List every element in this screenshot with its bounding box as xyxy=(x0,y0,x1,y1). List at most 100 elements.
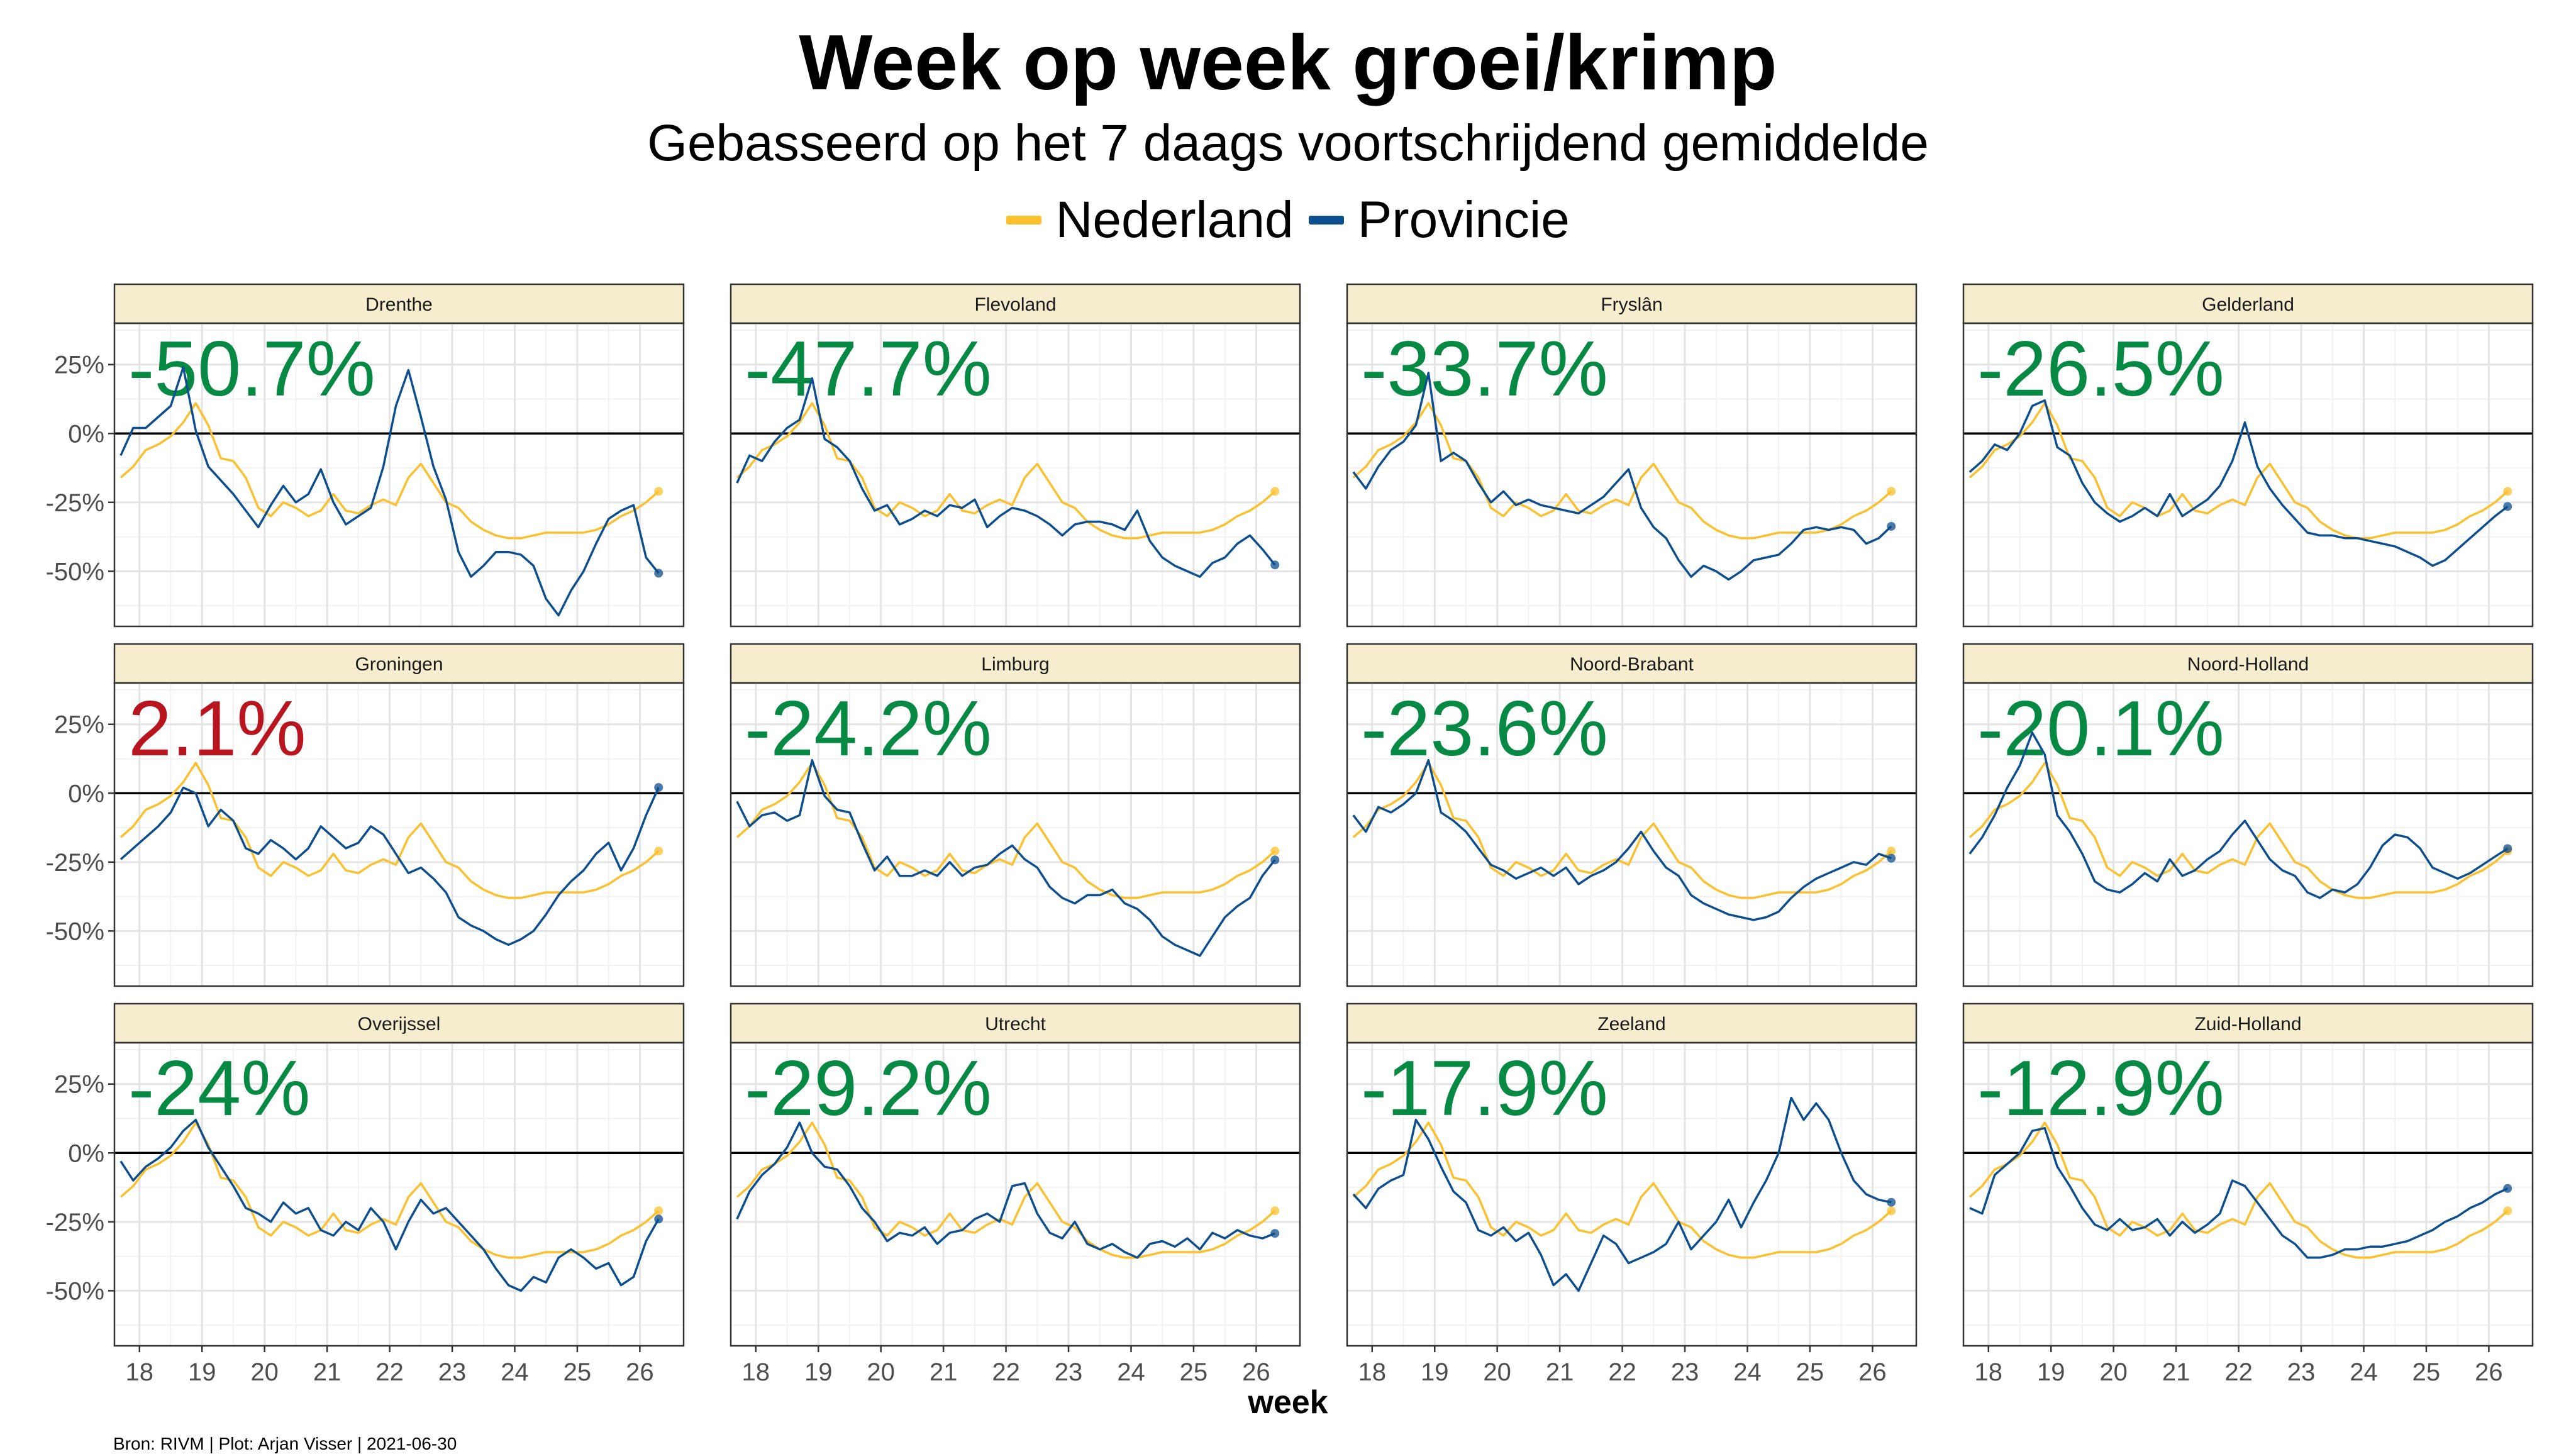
y-tick-label: 0% xyxy=(68,420,104,448)
x-tick-label: 18 xyxy=(742,1358,770,1386)
panel-strip-title: Noord-Holland xyxy=(2187,654,2309,675)
legend-label-provincie: Provincie xyxy=(1357,191,1570,248)
panel-strip-title: Drenthe xyxy=(365,294,433,315)
legend-swatch-provincie xyxy=(1308,216,1344,225)
series-endpoint-nederland xyxy=(2503,487,2512,496)
panel-strip xyxy=(1962,283,2534,325)
series-line-nederland xyxy=(1352,762,1892,899)
x-tick-label: 19 xyxy=(2037,1358,2065,1386)
panel-strip xyxy=(1346,283,1918,325)
series-line-provincie xyxy=(1352,1096,1892,1292)
series-endpoint-provincie xyxy=(1270,855,1280,865)
x-tick-label: 24 xyxy=(2350,1358,2378,1386)
x-tick-label: 26 xyxy=(1858,1358,1887,1386)
change-label: -24% xyxy=(128,1045,310,1132)
x-tick-label: 22 xyxy=(1608,1358,1636,1386)
y-tick-label: 0% xyxy=(68,1140,104,1167)
panel-strip xyxy=(730,1002,1301,1044)
panel-strip xyxy=(1346,643,1918,684)
series-line-nederland xyxy=(1968,762,2509,899)
legend-label-nederland: Nederland xyxy=(1055,191,1294,248)
x-tick-label: 23 xyxy=(438,1358,467,1386)
series-line-provincie xyxy=(1352,758,1892,921)
x-axis-title: week xyxy=(1248,1384,1328,1421)
panel-border xyxy=(1346,682,1918,987)
series-endpoint-provincie xyxy=(1887,853,1896,863)
change-label: -47.7% xyxy=(745,326,992,413)
panel-noord-holland: Noord-Holland -20.1% xyxy=(1962,643,2534,987)
panel-strip-title: Zuid-Holland xyxy=(2194,1014,2301,1035)
x-tick-label: 18 xyxy=(1975,1358,2003,1386)
x-tick-label: 25 xyxy=(1180,1358,1208,1386)
panel-zuid-holland: Zuid-Holland -12.9% 18 19 20 21 22 23 24 25 26 xyxy=(1962,1002,2534,1386)
panel-strip-title: Fryslân xyxy=(1601,294,1662,315)
series-line-provincie xyxy=(736,1121,1275,1259)
y-tick-label: -50% xyxy=(46,558,104,585)
series-line-nederland xyxy=(1968,1121,2509,1259)
series-line-nederland xyxy=(119,402,660,540)
series-line-nederland xyxy=(736,402,1276,540)
series-line-nederland xyxy=(736,762,1276,899)
series-endpoint-provincie xyxy=(654,569,663,578)
change-label: -29.2% xyxy=(745,1045,992,1132)
panel-border xyxy=(1346,1041,1918,1347)
panel-strip-title: Groningen xyxy=(355,654,443,675)
y-tick-label: -25% xyxy=(46,849,104,877)
x-tick-label: 25 xyxy=(564,1358,592,1386)
series-line-nederland xyxy=(736,1121,1276,1259)
x-tick-label: 24 xyxy=(1733,1358,1762,1386)
panel-border xyxy=(730,322,1301,628)
change-label: -50.7% xyxy=(128,326,375,413)
x-tick-label: 19 xyxy=(804,1358,833,1386)
series-endpoint-provincie xyxy=(654,1214,663,1224)
y-tick-label: -25% xyxy=(46,489,104,517)
x-tick-label: 22 xyxy=(992,1358,1020,1386)
panel-strip xyxy=(1962,643,2534,684)
series-endpoint-provincie xyxy=(1887,1197,1896,1207)
panel-strip xyxy=(1346,1002,1918,1044)
series-endpoint-provincie xyxy=(2503,844,2512,853)
panel-overijssel: Overijssel -24% 25% 0% -25% -50% 18 19 20 21 22 23 2… xyxy=(46,1002,685,1386)
x-tick-label: 18 xyxy=(1358,1358,1387,1386)
change-label: -12.9% xyxy=(1977,1045,2224,1132)
series-line-provincie xyxy=(736,377,1276,578)
panel-border xyxy=(1962,1041,2534,1347)
panel-strip xyxy=(113,1002,685,1044)
panel-strip-title: Utrecht xyxy=(985,1014,1046,1035)
change-label: -20.1% xyxy=(1977,685,2224,772)
change-label: -26.5% xyxy=(1977,326,2224,413)
y-tick-label: -50% xyxy=(46,1277,104,1305)
panel-border xyxy=(113,682,685,987)
y-tick-label: 25% xyxy=(54,1071,104,1099)
series-endpoint-nederland xyxy=(654,487,663,496)
series-line-provincie xyxy=(736,758,1276,957)
legend-item-nederland: Nederland xyxy=(1006,189,1294,252)
x-tick-label: 23 xyxy=(1055,1358,1083,1386)
x-tick-label: 21 xyxy=(930,1358,958,1386)
panel-zeeland: Zeeland -17.9% 18 19 20 21 22 23 24 25 26 xyxy=(1346,1002,1918,1386)
panel-utrecht: Utrecht -29.2% 18 19 20 21 22 23 24 25 26 xyxy=(730,1002,1301,1386)
y-tick-label: 25% xyxy=(54,711,104,739)
series-line-nederland xyxy=(1968,402,2509,540)
y-tick-label: -50% xyxy=(46,918,104,945)
panel-strip-title: Overijssel xyxy=(358,1014,441,1035)
series-endpoint-nederland xyxy=(1270,487,1280,496)
panel-strip-title: Gelderland xyxy=(2202,294,2294,315)
panel-strip-title: Limburg xyxy=(981,654,1049,675)
y-tick-label: -25% xyxy=(46,1209,104,1236)
x-tick-label: 26 xyxy=(1242,1358,1270,1386)
series-endpoint-nederland xyxy=(654,846,663,856)
panel-border xyxy=(113,1041,685,1347)
panel-border xyxy=(1962,322,2534,628)
change-label: -33.7% xyxy=(1361,326,1608,413)
panel-border xyxy=(730,1041,1301,1347)
x-tick-label: 21 xyxy=(313,1358,341,1386)
x-tick-label: 22 xyxy=(375,1358,404,1386)
series-line-provincie xyxy=(1968,399,2509,567)
series-endpoint-nederland xyxy=(1887,846,1896,856)
change-label: 2.1% xyxy=(128,685,306,772)
series-line-provincie xyxy=(1969,1127,2508,1259)
panel-noord-brabant: Noord-Brabant -23.6% xyxy=(1346,643,1918,987)
legend-item-provincie: Provincie xyxy=(1308,189,1570,252)
